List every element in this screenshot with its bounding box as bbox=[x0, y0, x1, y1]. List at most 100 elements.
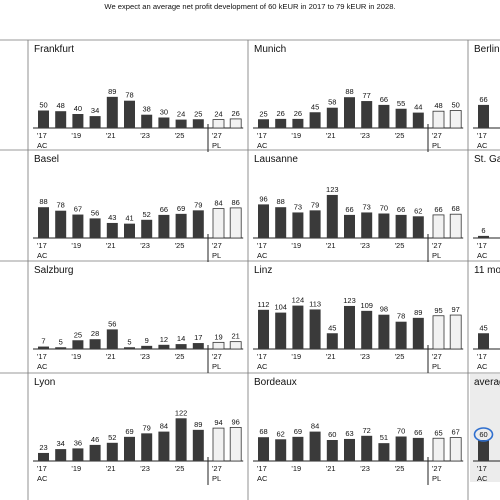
scenario-label-pl: PL bbox=[432, 474, 441, 483]
scenario-label-ac: AC bbox=[37, 362, 48, 371]
scenario-label-ac: AC bbox=[37, 474, 48, 483]
actual-bar bbox=[89, 444, 101, 461]
actual-bar bbox=[158, 431, 170, 461]
bar-value-label: 45 bbox=[328, 323, 336, 332]
year-tick-label: '19 bbox=[291, 464, 301, 473]
actual-bar bbox=[89, 218, 101, 238]
year-tick-label: '17 bbox=[37, 352, 47, 361]
year-tick-label: '19 bbox=[291, 352, 301, 361]
bar-value-label: 112 bbox=[258, 300, 270, 309]
bar-value-label: 70 bbox=[380, 204, 388, 213]
actual-bar bbox=[175, 119, 187, 128]
bar-value-label: 68 bbox=[259, 427, 267, 436]
panel-linz: Linz 112 104 124 113 45 123 109 98 78 89 95 97 '17 '19… bbox=[253, 265, 464, 373]
actual-bar bbox=[309, 210, 321, 238]
bar-value-label: 34 bbox=[91, 106, 99, 115]
actual-bar bbox=[326, 194, 338, 238]
bar-value-label: 17 bbox=[194, 333, 202, 342]
actual-bar bbox=[395, 214, 407, 238]
year-tick-label: '17 bbox=[257, 464, 267, 473]
bar-value-label: 69 bbox=[125, 427, 133, 436]
year-tick-label: '17 bbox=[477, 352, 487, 361]
bar-value-label: 56 bbox=[108, 319, 116, 328]
bar-value-label: 89 bbox=[194, 420, 202, 429]
year-tick-label: '25 bbox=[395, 241, 405, 250]
actual-bar bbox=[124, 223, 135, 238]
bar-value-label: 72 bbox=[363, 426, 371, 435]
bar-value-label: 46 bbox=[91, 435, 99, 444]
scenario-label-ac: AC bbox=[257, 474, 268, 483]
bar-value-label: 12 bbox=[160, 335, 168, 344]
year-tick-label: '25 bbox=[175, 464, 185, 473]
highlight-ring bbox=[473, 427, 494, 442]
actual-bar bbox=[412, 216, 424, 238]
scenario-label-pl: PL bbox=[432, 362, 441, 371]
scenario-label-pl: PL bbox=[212, 474, 221, 483]
bar-value-label: 52 bbox=[143, 210, 151, 219]
year-tick-label: '19 bbox=[71, 464, 81, 473]
bar-value-label: 44 bbox=[414, 103, 422, 112]
actual-bar bbox=[124, 436, 135, 461]
scenario-label-ac: AC bbox=[37, 141, 48, 150]
bar-value-label: 109 bbox=[360, 301, 373, 310]
bar-value-label: 94 bbox=[214, 418, 222, 427]
panel-title: Salzburg bbox=[34, 265, 73, 276]
year-tick-label: '19 bbox=[71, 352, 81, 361]
panel-lausanne: Lausanne 96 88 73 79 123 66 73 70 66 62 66 68 '17 '19 '… bbox=[253, 154, 464, 262]
actual-bar bbox=[175, 344, 187, 349]
actual-bar bbox=[326, 107, 338, 128]
plan-bar bbox=[449, 437, 462, 462]
bar-value-label: 104 bbox=[274, 303, 287, 312]
bar-value-label: 67 bbox=[74, 205, 82, 214]
bar-value-label: 66 bbox=[414, 428, 422, 437]
actual-bar bbox=[344, 97, 355, 128]
year-tick-label: '25 bbox=[395, 131, 405, 140]
year-tick-label: '23 bbox=[140, 131, 150, 140]
year-tick-label: '19 bbox=[71, 131, 81, 140]
actual-bar bbox=[309, 431, 321, 461]
plan-bar bbox=[212, 427, 225, 462]
scenario-label-ac: AC bbox=[477, 362, 488, 371]
panel-title: St. Gal bbox=[474, 154, 500, 165]
bar-value-label: 66 bbox=[479, 95, 487, 104]
actual-bar bbox=[344, 438, 355, 461]
bar-value-label: 66 bbox=[380, 95, 388, 104]
panel-munich: Munich 25 26 26 45 58 88 77 66 55 44 48 50 '17 '19 '21 '… bbox=[253, 44, 464, 152]
year-tick-label: '17 bbox=[37, 131, 47, 140]
panel-basel: Basel 88 78 67 56 43 41 52 66 69 79 84 86 '17 '19 '21 '2… bbox=[33, 154, 244, 262]
panel-title: Linz bbox=[254, 265, 272, 276]
bar-value-label: 79 bbox=[194, 200, 202, 209]
year-tick-label: '21 bbox=[326, 131, 336, 140]
bar-value-label: 122 bbox=[175, 408, 188, 417]
year-tick-label: '23 bbox=[140, 464, 150, 473]
actual-bar bbox=[192, 210, 204, 238]
year-tick-label: '17 bbox=[257, 352, 267, 361]
year-tick-label: '25 bbox=[175, 241, 185, 250]
bar-value-label: 55 bbox=[397, 99, 405, 108]
bar-value-label: 73 bbox=[294, 202, 302, 211]
bar-value-label: 97 bbox=[452, 305, 460, 314]
bar-value-label: 86 bbox=[232, 198, 240, 207]
headline: We expect an average net profit developm… bbox=[104, 2, 396, 11]
scenario-label-pl: PL bbox=[432, 251, 441, 260]
bar-value-label: 84 bbox=[214, 199, 222, 208]
panel-title: Munich bbox=[254, 44, 286, 55]
actual-bar bbox=[72, 340, 84, 349]
scenario-label-pl: PL bbox=[432, 141, 441, 150]
bar-value-label: 69 bbox=[177, 204, 185, 213]
year-tick-label: '27 bbox=[212, 131, 222, 140]
bar-value-label: 123 bbox=[326, 185, 339, 194]
bar-value-label: 19 bbox=[214, 332, 222, 341]
actual-bar bbox=[175, 213, 187, 238]
bar-value-label: 48 bbox=[57, 101, 65, 110]
bar-value-label: 65 bbox=[434, 428, 442, 437]
actual-bar bbox=[395, 321, 407, 349]
actual-bar bbox=[412, 437, 424, 461]
actual-bar bbox=[38, 346, 49, 349]
year-tick-label: '21 bbox=[106, 241, 116, 250]
scenario-label-pl: PL bbox=[212, 141, 221, 150]
bar-value-label: 66 bbox=[434, 205, 442, 214]
bar-value-label: 34 bbox=[57, 439, 65, 448]
panel-frankfurt: Frankfurt 50 48 40 34 89 78 38 30 24 25 24 26 '17 '19 '… bbox=[33, 44, 244, 152]
